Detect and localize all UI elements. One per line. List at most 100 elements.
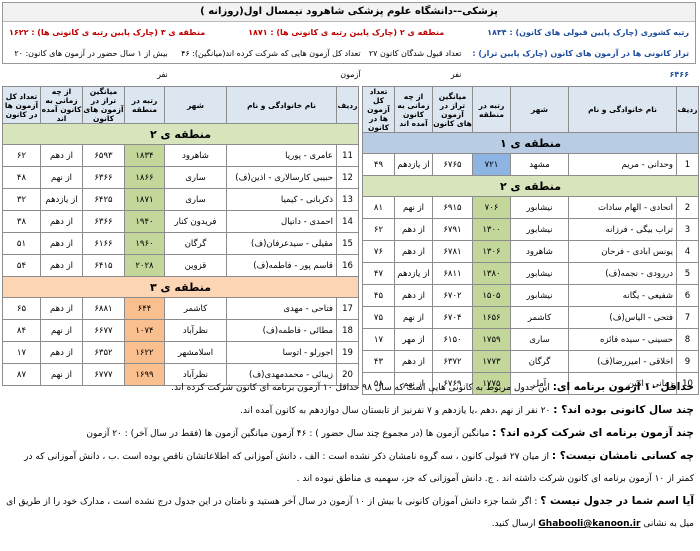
table-cell: 1	[676, 153, 699, 176]
table-cell: 3	[676, 218, 699, 241]
note-tail: ارسال کنید.	[491, 519, 536, 529]
results-table: ردیف نام خانوادگی و نام شهر رتبه در منطقه می…	[362, 86, 699, 395]
table-cell: ۴۸	[2, 166, 41, 189]
table-cell: ساری	[510, 328, 569, 351]
table-cell: 10	[676, 372, 699, 395]
table-cell: ۶۳۷۲	[432, 350, 473, 373]
table-cell: ۱۹۴۰	[124, 210, 165, 233]
table-cell: از یازدهم	[394, 262, 433, 285]
table-cell: شاهرود	[510, 240, 569, 263]
table-cell: ۱۳۸۰	[472, 262, 511, 285]
table-row: 2 اتحادی - الهام سادات نیشابور ۷۰۶ ۶۹۱۵ از نه…	[362, 196, 699, 219]
column-header: شهر	[510, 86, 569, 133]
table-cell: شفیعی - یگانه	[568, 284, 677, 307]
table-cell: ۱۹۶۰	[124, 232, 165, 255]
table-cell: ۶۴۱۵	[82, 254, 125, 277]
results-table: ردیف نام خانوادگی و نام شهر رتبه در منطقه می…	[2, 86, 359, 386]
section-title: منطقه ی ۱	[362, 132, 699, 154]
header-row: ردیف نام خانوادگی و نام شهر رتبه در منطقه می…	[2, 86, 359, 124]
column-header: رتبه در منطقه	[472, 86, 511, 133]
table-cell: ۶۵۹۳	[82, 144, 125, 167]
table-cell: اجورلو - اتوسا	[226, 341, 337, 364]
column-header: از چه زمانی به کانون آمده اند	[40, 86, 83, 124]
table-cell: ۸۴	[2, 319, 41, 342]
table-cell: از دهم	[40, 254, 83, 277]
table-cell: از دهم	[40, 144, 83, 167]
table-cell: ۶۲	[2, 144, 41, 167]
table-cell: 18	[336, 319, 359, 342]
table-cell: ۱۷۵۹	[472, 328, 511, 351]
note-label: چند سال کانونی بوده اند؟ :	[553, 404, 694, 416]
note-text: ۲۰ نفر از نهم ،دهم ،یا یازدهم و ۷ نفرنیز…	[240, 406, 551, 416]
table-cell: دررودی - نجمه(ف)	[568, 262, 677, 285]
column-header: میانگین تراز در آزمون های کانون	[82, 86, 125, 124]
table-cell: وحدانی - مریم	[568, 153, 677, 176]
table-cell: قاسم پور - فاطمه(ف)	[226, 254, 337, 277]
note-text: میانگین آزمون ها (در مجموع چند سال حضور …	[86, 429, 490, 439]
table-cell: 20	[336, 363, 359, 386]
table-row: 14 احمدی - دانیال فریدون کنار ۱۹۴۰ ۶۳۶۶ از ده…	[2, 210, 359, 233]
column-header: ردیف	[336, 86, 359, 124]
stat: منطقه ی ۳ (چارک پایین رتبه ی کانونی ها) …	[9, 28, 206, 37]
table-cell: ۶۱۵۰	[432, 328, 473, 351]
table-cell: ۳۲	[2, 188, 41, 211]
table-cell: ذکربانی - کیمیا	[226, 188, 337, 211]
note: چه کسانی نامشان نیست؟ : از میان ۲۷ قبولی…	[6, 445, 694, 490]
table-cell: ۶۳۶۶	[82, 166, 125, 189]
table-cell: 13	[336, 188, 359, 211]
table-cell: از دهم	[40, 232, 83, 255]
table-cell: ۱۸۶۶	[124, 166, 165, 189]
column-header: رتبه در منطقه	[124, 86, 165, 124]
table-cell: نظرآباد	[164, 319, 227, 342]
table-row: 15 مقیلی - سیدعرفان(ف) گرگان ۱۹۶۰ ۶۱۶۶ از دهم…	[2, 232, 359, 255]
column-header: شهر	[164, 86, 227, 124]
table-cell: فریدون کنار	[164, 210, 227, 233]
table-cell: نیشابور	[510, 196, 569, 219]
note-label: چند آزمون برنامه ای شرکت کرده اند؟ :	[492, 427, 694, 439]
column-header: تعداد کل آزمون ها در کانون	[2, 86, 41, 124]
stat: بیش از ۱ سال حضور در آزمون های کانون: ۲۰…	[14, 49, 168, 79]
table-row: 20 زیبائی - محمدمهدی(ف) نظرآباد ۱۶۹۹ ۶۷۷۷ از …	[2, 363, 359, 386]
table-cell: 4	[676, 240, 699, 263]
table-cell: نیشابور	[510, 218, 569, 241]
table-cell: از دهم	[394, 240, 433, 263]
table-cell: ۷۰۶	[472, 196, 511, 219]
table-cell: 17	[336, 297, 359, 320]
table-cell: ۶۷۶۹	[432, 372, 473, 395]
table-cell: ۱۳۰۰	[472, 218, 511, 241]
header-row: ردیف نام خانوادگی و نام شهر رتبه در منطقه می…	[362, 86, 699, 133]
stat: تعداد کل آزمون هایی که شرکت کرده اند(میا…	[181, 49, 361, 79]
table-cell: از دهم	[40, 210, 83, 233]
table-cell: ۶۷۸۱	[432, 240, 473, 263]
section-row: منطقه ی ۲	[2, 123, 359, 145]
note: چند سال کانونی بوده اند؟ : ۲۰ نفر از نهم…	[6, 399, 694, 422]
table-cell: از نهم	[40, 363, 83, 386]
table-cell: ۵۱	[2, 232, 41, 255]
section-row: منطقه ی ۱	[362, 132, 699, 154]
table-cell: ۶۷۰۲	[432, 284, 473, 307]
stat: تراز کانونی ها در آزمون های کانون (چارک …	[472, 49, 689, 79]
table-cell: ۶۷۷۷	[82, 363, 125, 386]
table-cell: حسینی - سیده فائزه	[568, 328, 677, 351]
table-cell: 2	[676, 196, 699, 219]
table-cell: 12	[336, 166, 359, 189]
table-cell: از یازدهم	[40, 188, 83, 211]
table-cell: نیشابور	[510, 284, 569, 307]
table-cell: ۵۸	[362, 372, 395, 395]
table-row: 6 شفیعی - یگانه نیشابور ۱۵۰۵ ۶۷۰۲ از دهم ۴۵	[362, 284, 699, 307]
table-cell: از یازدهم	[394, 153, 433, 176]
table-cell: 9	[676, 350, 699, 373]
table-cell: از دهم	[40, 341, 83, 364]
table-cell: زیبائی - محمدمهدی(ف)	[226, 363, 337, 386]
table-cell: ۴۳	[362, 350, 395, 373]
stat: منطقه ی ۲ (چارک پایین رتبه ی کانونی ها) …	[248, 28, 445, 37]
note: چند آزمون برنامه ای شرکت کرده اند؟ : میا…	[6, 422, 694, 445]
stats-row: تراز کانونی ها در آزمون های کانون (چارک …	[3, 43, 695, 79]
table-cell: نظرآباد	[164, 363, 227, 386]
column-header: نام خانوادگی و نام	[226, 86, 337, 124]
table-cell: ساری	[164, 166, 227, 189]
table-cell: ۴۵	[362, 284, 395, 307]
notes: حداقل ۱۰ آزمون برنامه ای: این جدول مربوط…	[6, 376, 694, 535]
table-cell: از نهم	[394, 306, 433, 329]
table-row: 4 یونس ابادی - فرحان شاهرود ۱۳۰۶ ۶۷۸۱ از دهم ۷…	[362, 240, 699, 263]
